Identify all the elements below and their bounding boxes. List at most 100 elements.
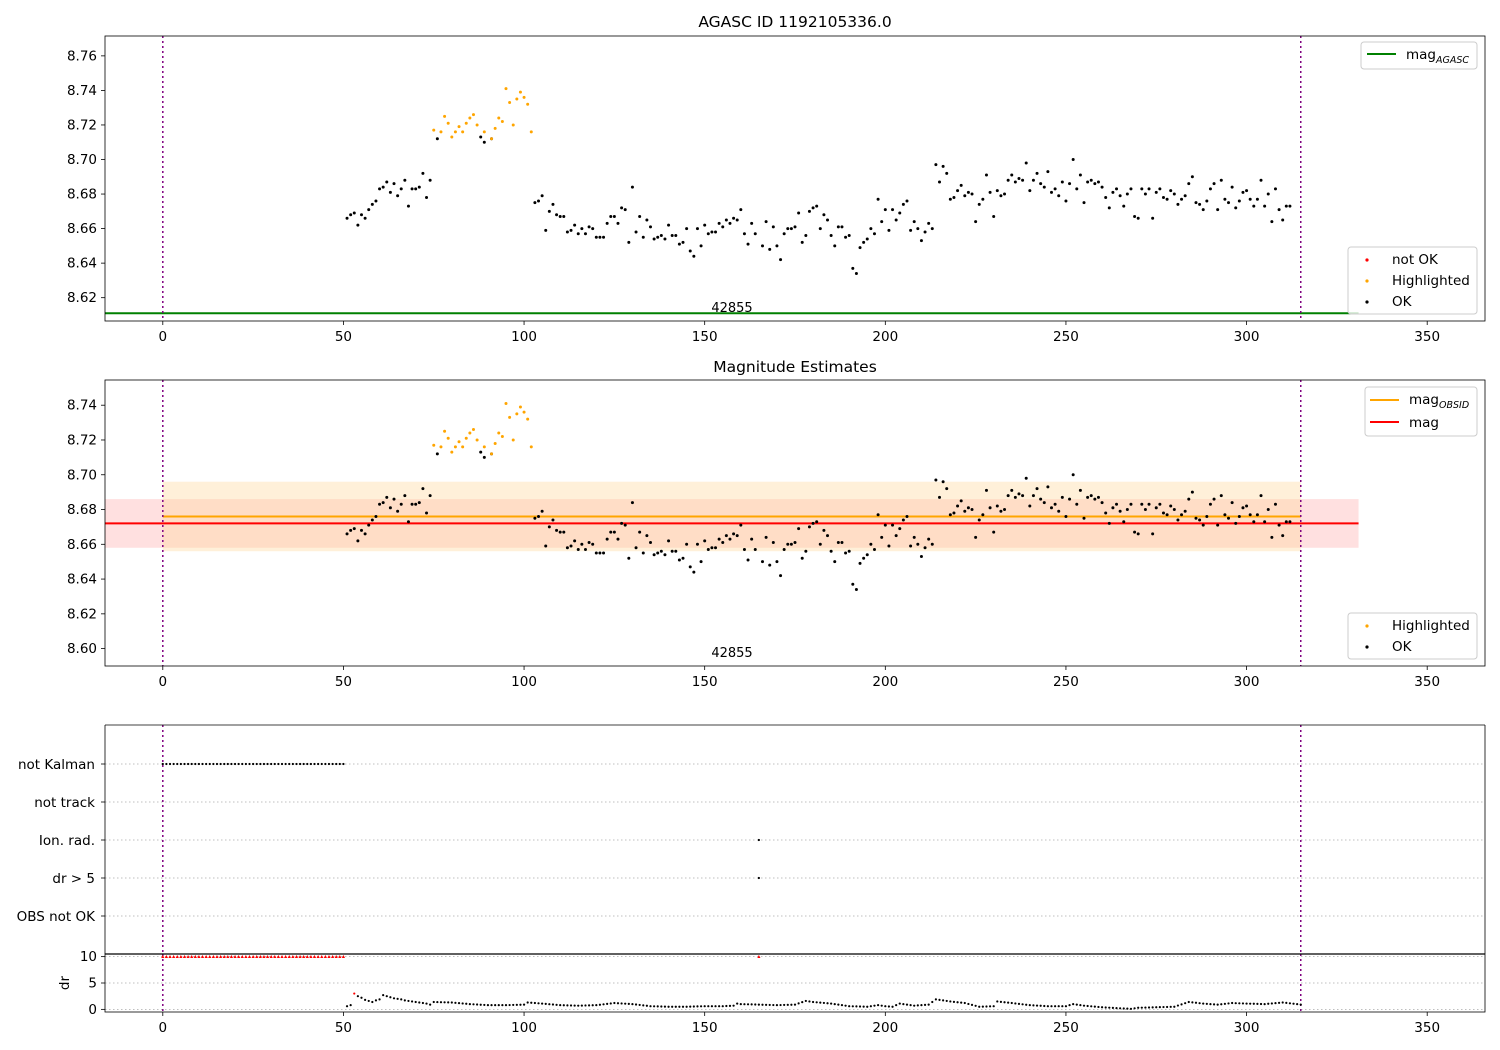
ok-point (396, 194, 400, 198)
axes-frame (104, 35, 1486, 322)
highlighted-point (450, 135, 454, 139)
ok-point (1017, 492, 1021, 496)
x-tick-label: 200 (872, 1020, 898, 1036)
ok-point (630, 501, 634, 505)
ok-point (1255, 513, 1259, 517)
highlighted-point (529, 445, 533, 449)
dr-point (739, 1002, 742, 1006)
ok-point (959, 183, 963, 187)
ok-point (858, 246, 862, 250)
ok-point (948, 513, 952, 517)
dr-point (385, 995, 388, 998)
dr-point (822, 1001, 826, 1005)
ok-point (1266, 508, 1270, 512)
dr-point (360, 996, 363, 999)
dr-point (1075, 1003, 1078, 1006)
dr-point (1046, 1005, 1049, 1008)
x-tick-label: 150 (692, 1020, 718, 1036)
dr-point (1231, 1001, 1234, 1005)
ok-point (815, 204, 819, 208)
ok-point (482, 140, 486, 144)
ok-point (594, 235, 598, 239)
ok-point (1093, 182, 1097, 186)
dr-clipped-marker (258, 955, 262, 959)
ok-point (1284, 204, 1288, 208)
ok-point (894, 534, 898, 538)
ok-point (872, 548, 876, 552)
x-tick-label: 200 (872, 329, 898, 345)
ok-point (963, 509, 967, 513)
dr-point (681, 1005, 685, 1008)
ok-point (583, 232, 587, 236)
ok-point (703, 223, 707, 227)
ok-point (359, 528, 363, 532)
dr-point (1003, 1001, 1006, 1004)
dr-point (1238, 1002, 1241, 1005)
ok-point (840, 225, 844, 229)
dr-point (587, 1004, 591, 1007)
y-tick-label: 8.70 (67, 467, 97, 483)
dr-clipped-marker (276, 955, 281, 959)
dr-point (638, 1003, 641, 1007)
ok-point (750, 537, 754, 541)
dr-point (356, 995, 359, 998)
ok-point (919, 554, 923, 558)
dr-clipped-marker (226, 955, 230, 959)
dr-point (1093, 1005, 1096, 1008)
legend-not-ok-label: not OK (1392, 252, 1439, 268)
dr-point (1151, 1006, 1154, 1009)
ok-point (789, 542, 793, 546)
flag-point-not-kalman (270, 762, 273, 766)
flag-label-not-track: not track (34, 795, 95, 811)
ok-point (410, 187, 414, 191)
dr-point (1035, 1004, 1039, 1007)
ok-point (652, 553, 656, 557)
dr-clipped-marker (323, 955, 327, 959)
flag-point-not-kalman (288, 762, 291, 766)
ok-point (565, 230, 569, 234)
ok-point (417, 185, 421, 189)
dr-point (1299, 1003, 1302, 1006)
ok-point (891, 523, 895, 527)
highlighted-point (493, 441, 497, 445)
highlighted-point (511, 438, 515, 442)
highlighted-point (497, 116, 501, 120)
ok-point (1187, 497, 1191, 501)
ok-point (1158, 187, 1162, 191)
ok-point (591, 227, 595, 231)
dr-point (353, 992, 356, 995)
ok-point (807, 209, 811, 213)
dr-point (533, 1001, 536, 1005)
highlighted-point (515, 412, 519, 416)
x-tick-label: 150 (692, 329, 718, 345)
dr-point (967, 1002, 970, 1006)
ok-point (793, 225, 797, 229)
ok-point (1248, 197, 1252, 201)
dr-clipped-marker (164, 955, 169, 959)
ok-point (648, 541, 652, 545)
panel2-obsid-label: 42855 (711, 646, 752, 661)
ok-point (670, 234, 674, 237)
dr-point (645, 1004, 648, 1007)
ok-point (811, 206, 815, 210)
ok-point (1172, 508, 1176, 512)
dr-point (551, 1003, 555, 1006)
dr-point (1057, 1005, 1060, 1008)
ok-point (616, 537, 620, 541)
ok-point (403, 178, 407, 182)
ok-point (854, 272, 858, 275)
panel1-title: AGASC ID 1192105336.0 (698, 13, 891, 31)
ok-point (724, 534, 728, 538)
ok-point (627, 556, 631, 560)
ok-point (923, 230, 927, 234)
dr-point (1064, 1005, 1068, 1008)
dr-point (624, 1002, 627, 1005)
ok-point (573, 223, 577, 227)
dr-point (526, 1001, 529, 1004)
ok-point (1133, 215, 1137, 218)
dr-point (1039, 1004, 1042, 1007)
dr-point (1097, 1005, 1100, 1009)
dr-point (855, 1005, 858, 1008)
dr-point (1007, 1001, 1010, 1004)
dr-point (515, 1003, 518, 1006)
